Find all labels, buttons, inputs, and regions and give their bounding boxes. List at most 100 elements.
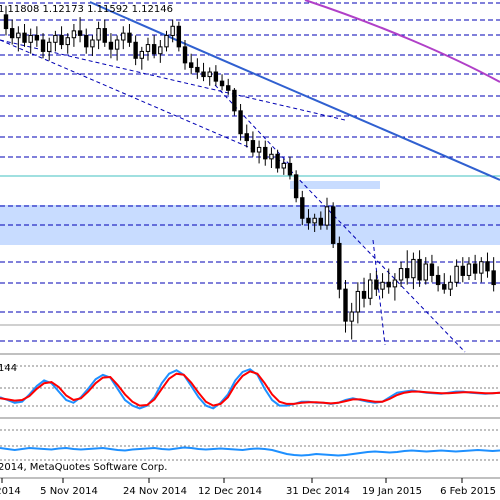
candle-bear: [84, 34, 89, 48]
candle-bull: [53, 34, 58, 43]
small-zone: [290, 181, 380, 189]
indicator-label: 144: [0, 363, 17, 374]
candle-bull: [47, 41, 52, 52]
candle-bull: [16, 32, 21, 39]
candle-bear: [275, 153, 280, 169]
candle-bear: [429, 263, 435, 276]
candle-bear: [127, 32, 132, 43]
candle-bear: [250, 140, 256, 153]
candle-bear: [472, 263, 478, 274]
candle-bear: [176, 25, 182, 48]
ohlc-header: 1.11808 1.12173 1.11592 1.12146: [0, 4, 173, 15]
x-tick-label: 19 Jan 2015: [362, 486, 422, 497]
x-tick-label: 5 Nov 2014: [40, 486, 98, 497]
copyright-footer: 2014, MetaQuotes Software Corp.: [0, 462, 167, 473]
candle-bull: [139, 50, 144, 59]
candle-bear: [306, 217, 311, 224]
candle-bull: [349, 311, 354, 322]
candle-bull: [28, 34, 33, 43]
indicator2-line: [0, 446, 500, 457]
candle-bull: [207, 71, 212, 78]
candle-bear: [3, 14, 9, 30]
candle-bear: [213, 71, 219, 82]
signal-line: [0, 370, 500, 407]
candle-bear: [491, 270, 496, 286]
candle-bull: [454, 265, 459, 283]
candle-bear: [337, 242, 342, 290]
candle-bear: [108, 41, 114, 50]
x-axis: 2014 5 Nov 2014 24 Nov 2014 12 Dec 2014 31 D…: [0, 478, 496, 497]
candle-bear: [201, 71, 206, 78]
candle-bear: [405, 268, 410, 279]
candle-bull: [448, 281, 453, 290]
trendline: [372, 239, 386, 346]
x-tick-label: 6 Feb 2015: [440, 486, 496, 497]
candle-bull: [398, 268, 404, 281]
candle-bull: [114, 39, 120, 50]
candle-bear: [40, 39, 46, 52]
trendline: [289, 169, 466, 353]
candle-bear: [226, 85, 231, 91]
stochastic-layer: [0, 365, 500, 410]
candle-bear: [102, 28, 107, 43]
candle-bear: [460, 265, 465, 276]
x-tick-label: 12 Dec 2014: [198, 486, 262, 497]
candle-bear: [133, 41, 138, 59]
x-tick-label: 24 Nov 2014: [123, 486, 187, 497]
candle-bull: [392, 279, 398, 288]
moving-average-blue: [89, 1, 500, 181]
candle-bear: [318, 217, 324, 226]
candle-bull: [96, 28, 101, 41]
candle-bull: [158, 46, 163, 55]
candle-bear: [151, 44, 157, 55]
indicator2-layer: [0, 429, 500, 461]
candle-bull: [71, 30, 77, 39]
candle-bull: [269, 153, 274, 160]
candle-bull: [355, 290, 361, 313]
candle-bear: [435, 274, 441, 286]
candle-bear: [188, 62, 194, 68]
candle-bull: [479, 261, 484, 274]
candle-bear: [182, 46, 188, 64]
candle-bear: [238, 110, 243, 135]
candle-bear: [300, 197, 305, 219]
candle-bull: [368, 279, 373, 299]
candle-bear: [343, 288, 348, 322]
label-layer: 1.11808 1.12173 1.11592 1.12146 144 2014…: [0, 4, 173, 473]
candle-bear: [244, 133, 249, 142]
candle-bear: [77, 30, 83, 36]
candle-bear: [232, 89, 237, 112]
zone-layer: [0, 181, 500, 245]
candle-bear: [374, 279, 379, 290]
main-line: [0, 368, 500, 410]
candle-bull: [324, 206, 330, 226]
candle-bear: [22, 32, 27, 43]
candle-bear: [9, 28, 15, 39]
x-tick-label: 31 Dec 2014: [286, 486, 350, 497]
candle-bull: [90, 39, 95, 48]
candles-layer: [3, 5, 496, 340]
candle-bear: [330, 206, 336, 244]
moving-average-purple: [304, 0, 500, 83]
candle-bear: [417, 258, 422, 281]
x-tick-label: 2014: [0, 486, 21, 497]
candle-bull: [423, 263, 428, 281]
candle-bull: [411, 258, 416, 279]
candle-bull: [145, 44, 151, 52]
grid-layer: [0, 2, 500, 479]
trendline: [0, 39, 346, 121]
trendline: [0, 39, 291, 166]
candle-bull: [380, 281, 385, 290]
candle-bear: [34, 34, 40, 41]
candle-bear: [195, 66, 200, 73]
candle-bull: [65, 37, 70, 46]
candle-bear: [485, 261, 490, 272]
candle-bull: [256, 146, 262, 153]
candle-bull: [170, 25, 175, 36]
candle-bull: [312, 217, 317, 224]
candle-bear: [59, 34, 64, 46]
candle-bear: [442, 284, 447, 290]
candle-bear: [287, 162, 293, 176]
